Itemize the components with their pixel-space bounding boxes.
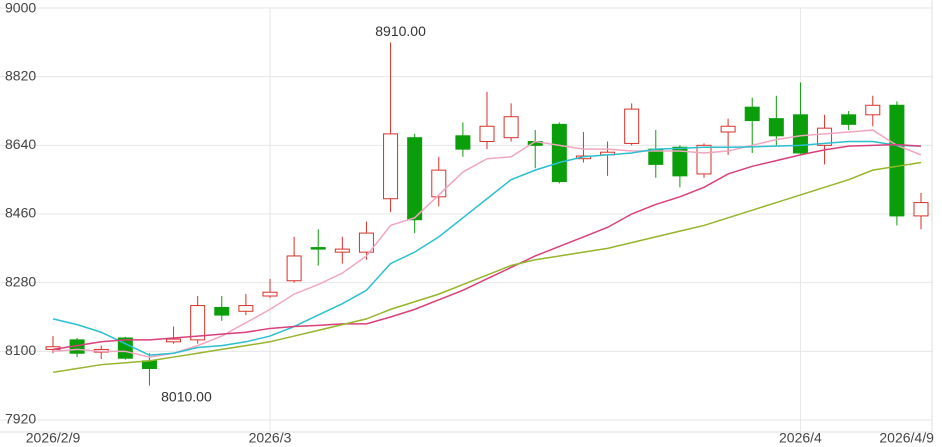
candle-body [455, 135, 471, 150]
candle-body [503, 116, 519, 139]
candle-body [358, 232, 374, 253]
candle-body [214, 306, 230, 316]
candle-body [190, 305, 206, 341]
candle-body [913, 202, 929, 217]
candle-body [792, 114, 808, 154]
candle-body [431, 169, 447, 198]
candle-body [817, 127, 833, 146]
candle-body [841, 114, 857, 125]
x-tick-label: 2026/4 [779, 430, 822, 446]
candle-body [479, 125, 495, 143]
candle-body [286, 255, 302, 282]
moving-average-line [52, 140, 922, 356]
candle-body [865, 104, 881, 116]
candle-body [407, 137, 423, 221]
y-tick-label: 8100 [5, 342, 36, 358]
candle-body [720, 125, 736, 133]
candle-body [166, 338, 182, 343]
y-tick-label: 8280 [5, 273, 36, 289]
candle-body [117, 337, 133, 359]
y-tick-label: 9000 [5, 0, 36, 16]
candle-body [744, 106, 760, 122]
moving-average-line [52, 143, 922, 351]
candle-body [383, 133, 399, 200]
candle-body [768, 118, 784, 137]
x-tick-label: 2026/2/9 [26, 430, 81, 446]
y-tick-label: 8640 [5, 136, 36, 152]
y-tick-label: 8820 [5, 67, 36, 83]
candle-body [551, 123, 567, 183]
candle-body [310, 247, 326, 250]
candle-body [238, 305, 254, 312]
x-tick-label: 2026/3 [249, 430, 292, 446]
x-tick-label: 2026/4/9 [879, 430, 934, 446]
extreme-label: 8010.00 [161, 388, 212, 404]
candle-body [141, 360, 157, 369]
y-tick-label: 7920 [5, 411, 36, 427]
candle-body [334, 248, 350, 253]
candle-body [672, 146, 688, 177]
y-tick-label: 8460 [5, 205, 36, 221]
candle-body [889, 104, 905, 217]
moving-average-line [52, 129, 922, 358]
candle-body [624, 108, 640, 144]
extreme-label: 8910.00 [375, 23, 426, 39]
moving-average-line [52, 161, 922, 374]
candle-body [696, 144, 712, 175]
candle-body [262, 291, 278, 297]
